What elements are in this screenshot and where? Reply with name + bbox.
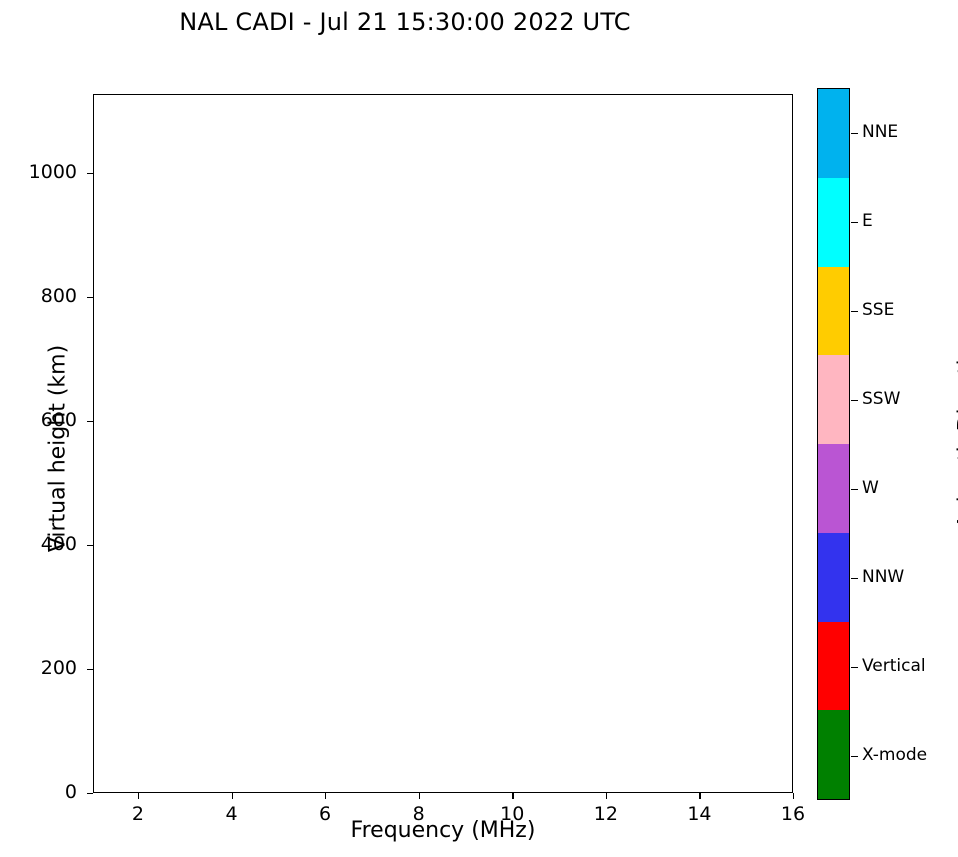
x-tick-mark <box>605 793 608 799</box>
x-tick-mark <box>793 793 795 799</box>
colorbar-segment-nne[interactable] <box>818 89 849 178</box>
x-tick-label: 8 <box>412 803 425 825</box>
x-tick-mark <box>418 793 421 799</box>
y-axis-label: Virtual height (km) <box>45 344 71 553</box>
colorbar-tick <box>851 132 858 134</box>
y-tick-mark <box>87 420 93 423</box>
colorbar-label-ssw: SSW <box>862 388 901 409</box>
colorbar-segment-sse[interactable] <box>818 266 849 356</box>
colorbar-tick <box>851 399 858 401</box>
colorbar-label-nne: NNE <box>862 121 899 142</box>
colorbar-segment-x-mode[interactable] <box>818 710 849 799</box>
x-tick-mark <box>231 793 233 799</box>
y-tick-label: 200 <box>40 656 77 679</box>
colorbar-segment-ssw[interactable] <box>818 355 849 444</box>
x-tick-label: 14 <box>687 803 712 825</box>
colorbar-label-sse: SSE <box>862 299 895 320</box>
colorbar-label-vertical: Vertical <box>862 655 926 676</box>
x-tick-label: 16 <box>780 803 806 825</box>
y-tick-mark <box>87 544 93 547</box>
x-tick-label: 12 <box>593 803 618 825</box>
plot-frame <box>93 94 793 793</box>
y-tick-mark <box>87 296 93 299</box>
y-tick-label: 1000 <box>28 160 77 183</box>
colorbar-segment-e[interactable] <box>818 177 849 267</box>
colorbar-tick <box>851 221 858 223</box>
colorbar-tick <box>851 488 858 490</box>
x-tick-mark <box>699 793 701 799</box>
x-tick-mark <box>325 793 327 799</box>
x-tick-mark <box>512 793 514 799</box>
colorbar-tick <box>851 310 858 312</box>
azimuth-colorbar[interactable] <box>817 88 850 800</box>
y-tick-mark <box>87 172 93 175</box>
y-tick-label: 400 <box>40 532 77 555</box>
colorbar-label-w: W <box>862 477 879 498</box>
x-tick-label: 2 <box>131 803 144 825</box>
colorbar-tick <box>851 666 858 668</box>
colorbar-label-nnw: NNW <box>862 566 905 587</box>
colorbar-tick <box>851 755 858 757</box>
colorbar-tick <box>851 577 858 579</box>
colorbar-segment-nnw[interactable] <box>818 532 849 622</box>
y-tick-label: 600 <box>40 408 77 431</box>
y-tick-mark <box>87 668 93 671</box>
colorbar-title: Azimuth Direction <box>954 331 958 530</box>
y-tick-label: 0 <box>64 781 77 803</box>
page-title: NAL CADI - Jul 21 15:30:00 2022 UTC <box>179 8 631 36</box>
y-tick-mark <box>87 793 93 795</box>
x-tick-label: 4 <box>225 803 238 825</box>
x-tick-label: 6 <box>319 803 332 825</box>
colorbar-label-x-mode: X-mode <box>862 744 928 765</box>
y-tick-label: 800 <box>40 284 77 307</box>
colorbar-label-e: E <box>862 210 873 231</box>
colorbar-segment-vertical[interactable] <box>818 621 849 711</box>
x-tick-label: 10 <box>500 803 525 825</box>
x-tick-mark <box>137 793 140 799</box>
colorbar-segment-w[interactable] <box>818 444 849 533</box>
x-axis-label: Frequency (MHz) <box>350 818 536 843</box>
